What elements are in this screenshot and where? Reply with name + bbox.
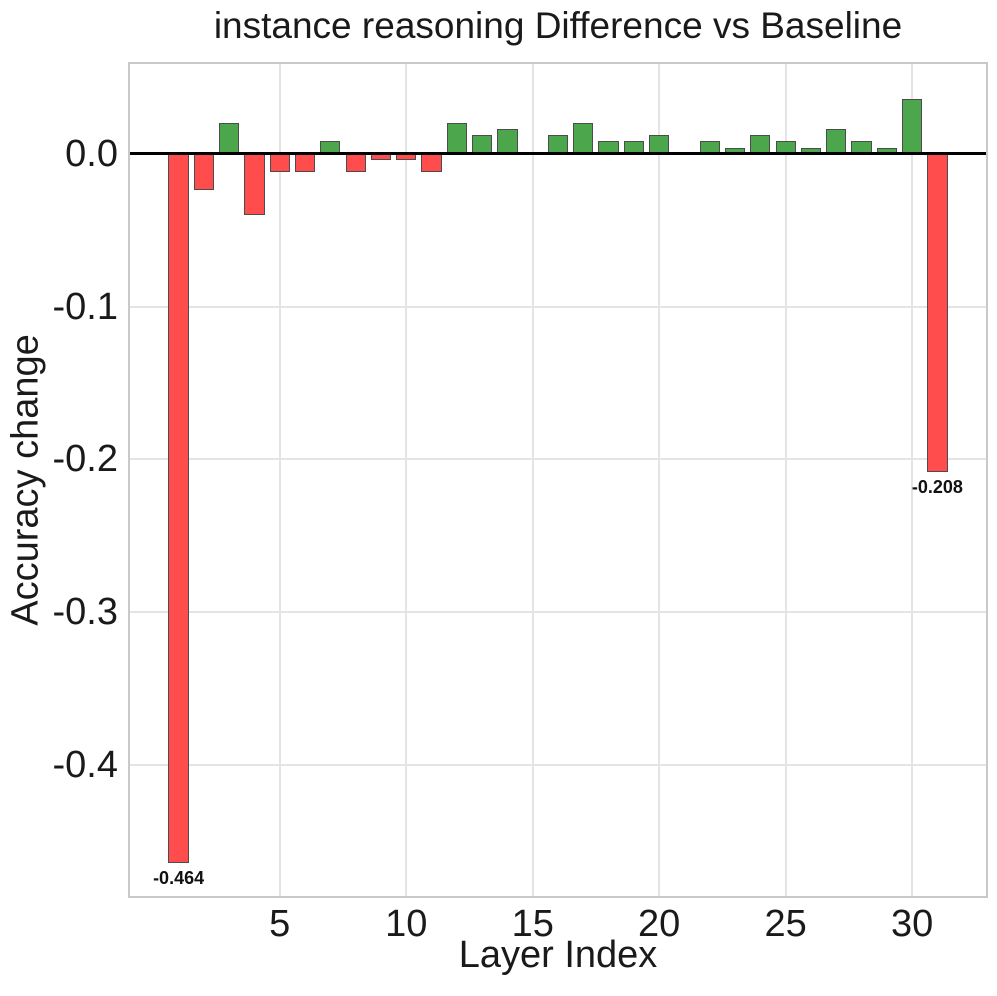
x-axis-label: Layer Index [458, 934, 658, 976]
chart-title: instance reasoning Difference vs Baselin… [213, 5, 903, 46]
plot-area: -0.464 -0.208 [128, 62, 988, 898]
xtick-10: 10 [385, 903, 428, 945]
ytick--0.1: -0.1 [52, 285, 118, 328]
bar-layer-1 [168, 153, 189, 863]
bar-layer-24 [750, 135, 771, 154]
zero-line [128, 152, 988, 156]
bar-layer-20 [649, 135, 670, 154]
bar-layer-16 [547, 135, 569, 154]
bar-layer-12 [446, 123, 467, 154]
annotation-layer-31: -0.208 [911, 476, 963, 497]
gridline-x-20 [658, 62, 661, 898]
gridline-x-30 [911, 62, 914, 898]
xtick-20: 20 [638, 903, 681, 945]
gridline-y--0.2 [128, 458, 988, 461]
ytick--0.2: -0.2 [52, 438, 118, 481]
bar-layer-3 [219, 123, 240, 154]
bar-layer-27 [826, 129, 847, 154]
gridline-x-5 [278, 62, 281, 898]
xtick-5: 5 [269, 903, 291, 945]
gridline-y--0.4 [128, 764, 988, 767]
bar-layer-11 [421, 153, 442, 173]
bar-layer-30 [902, 98, 923, 154]
bar-layer-31 [927, 153, 948, 472]
gridline-x-25 [784, 62, 787, 898]
bar-layer-4 [244, 153, 265, 215]
gridline-x-15 [531, 62, 534, 898]
gridline-y--0.1 [128, 305, 988, 308]
annotation-layer-1: -0.464 [153, 867, 205, 888]
xtick-15: 15 [511, 903, 554, 945]
bar-layer-2 [193, 153, 214, 191]
bar-layer-14 [497, 129, 518, 154]
ytick--0.4: -0.4 [52, 744, 118, 787]
bar-layer-8 [345, 153, 366, 173]
bar-layer-6 [294, 153, 316, 173]
bar-layer-13 [472, 135, 493, 154]
ytick--0.3: -0.3 [52, 591, 118, 634]
xtick-25: 25 [764, 903, 807, 945]
gridline-x-10 [405, 62, 408, 898]
gridline-y--0.3 [128, 611, 988, 614]
bar-layer-17 [573, 123, 594, 154]
bar-layer-5 [269, 153, 290, 173]
xtick-30: 30 [890, 903, 934, 945]
ytick-0.0: 0.0 [65, 132, 118, 175]
